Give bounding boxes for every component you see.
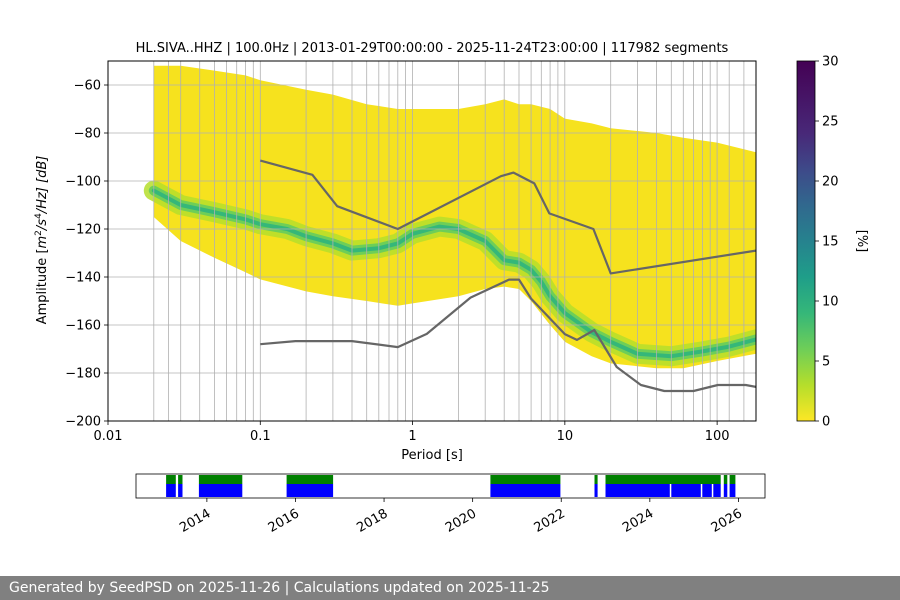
colorbar-tick-label: 15 bbox=[822, 235, 839, 250]
x-tick-label: 1 bbox=[408, 429, 416, 444]
nhnm-curve bbox=[260, 159, 756, 275]
x-tick-label: 10 bbox=[557, 429, 574, 444]
availability-full-segment bbox=[723, 484, 728, 497]
availability-partial-segment bbox=[490, 475, 561, 484]
mode-band-core bbox=[151, 188, 756, 359]
y-tick-label: −60 bbox=[74, 79, 101, 94]
period-gridlines bbox=[108, 61, 756, 421]
availability-partial-segment bbox=[198, 475, 243, 484]
availability-partial-segment bbox=[178, 475, 183, 484]
psd-mode-band bbox=[143, 180, 756, 367]
psd-density-envelope bbox=[153, 65, 756, 369]
footer-text: Generated by SeedPSD on 2025-11-26 | Cal… bbox=[9, 580, 550, 596]
y-axis-label: Amplitude [m2/s4/Hz] [dB] bbox=[34, 156, 50, 325]
y-tick-label: −100 bbox=[65, 175, 101, 190]
availability-partial-segment bbox=[166, 475, 176, 484]
year-tick-label: 2018 bbox=[354, 506, 390, 536]
x-tick-label: 0.01 bbox=[94, 429, 123, 444]
availability-partial-segment bbox=[605, 475, 721, 484]
availability-partial-segment bbox=[286, 475, 334, 484]
colorbar-label: [%] bbox=[854, 230, 869, 253]
colorbar-tick-label: 0 bbox=[822, 415, 830, 430]
availability-full-segment bbox=[166, 484, 176, 497]
y-tick-label: −200 bbox=[65, 415, 101, 430]
availability-segments bbox=[166, 475, 736, 497]
availability-full-segment bbox=[594, 484, 598, 497]
y-tick-label: −180 bbox=[65, 367, 101, 382]
colorbar-tick-label: 20 bbox=[822, 175, 839, 190]
availability-partial-segment bbox=[594, 475, 598, 484]
x-tick-label: 100 bbox=[705, 429, 730, 444]
year-tick-label: 2016 bbox=[266, 506, 302, 536]
availability-gap bbox=[700, 484, 703, 497]
x-tick-label: 0.1 bbox=[250, 429, 271, 444]
availability-full-segment bbox=[490, 484, 561, 497]
y-tick-label: −80 bbox=[74, 127, 101, 142]
year-tick-label: 2020 bbox=[443, 506, 479, 536]
availability-full-segment bbox=[605, 484, 721, 497]
availability-full-segment bbox=[198, 484, 243, 497]
year-tick-label: 2014 bbox=[177, 506, 213, 536]
plot-frame bbox=[107, 60, 757, 422]
year-tick-label: 2022 bbox=[532, 506, 568, 536]
availability-gap bbox=[669, 484, 672, 497]
y-tick-label: −120 bbox=[65, 223, 101, 238]
availability-partial-segment bbox=[729, 475, 736, 484]
year-tick-label: 2026 bbox=[709, 506, 745, 536]
availability-full-segment bbox=[178, 484, 183, 497]
availability-partial-segment bbox=[723, 475, 728, 484]
availability-full-segment bbox=[729, 484, 736, 497]
y-tick-label: −140 bbox=[65, 271, 101, 286]
availability-full-segment bbox=[286, 484, 334, 497]
footer: Generated by SeedPSD on 2025-11-26 | Cal… bbox=[0, 576, 900, 600]
colorbar-tick-label: 25 bbox=[822, 115, 839, 130]
y-tick-label: −160 bbox=[65, 319, 101, 334]
year-tick-label: 2024 bbox=[620, 506, 656, 536]
chart-title: HL.SIVA..HHZ | 100.0Hz | 2013-01-29T00:0… bbox=[136, 41, 729, 56]
nlnm-curve bbox=[260, 278, 756, 393]
colorbar-tick-label: 10 bbox=[822, 295, 839, 310]
colorbar bbox=[796, 60, 816, 422]
colorbar-tick-label: 30 bbox=[822, 55, 839, 70]
availability-gap bbox=[711, 484, 714, 497]
x-axis-label: Period [s] bbox=[401, 448, 463, 463]
colorbar-tick-label: 5 bbox=[822, 355, 830, 370]
